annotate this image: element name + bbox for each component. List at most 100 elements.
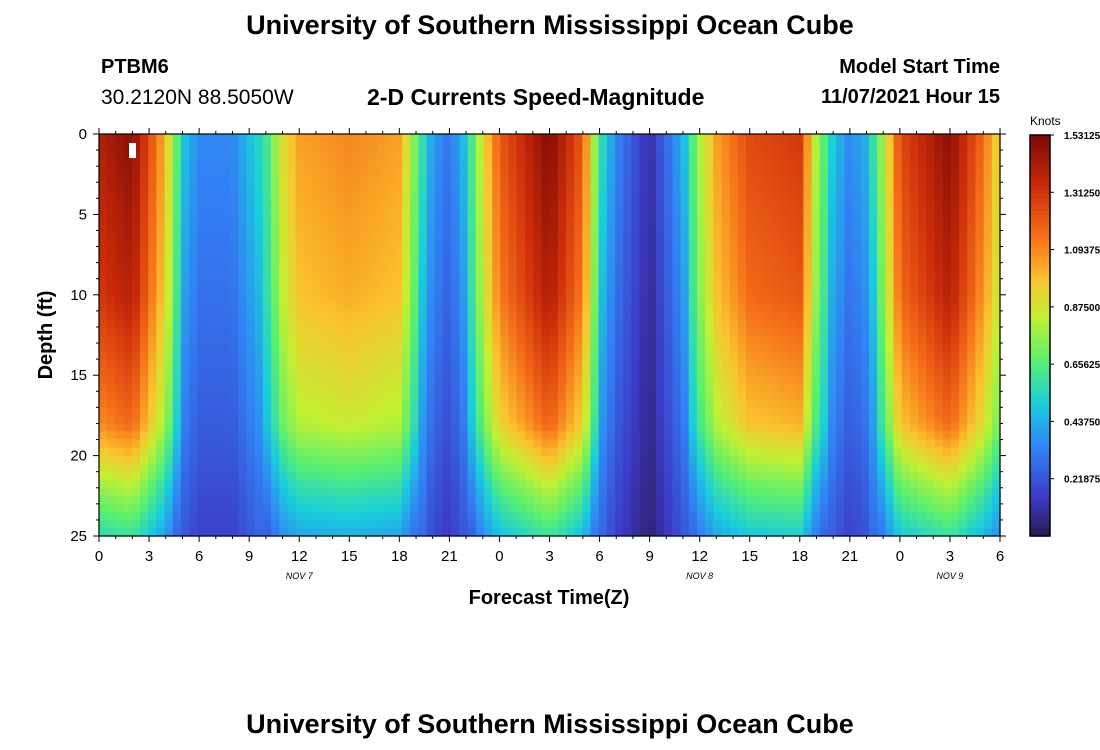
heatmap-cell xyxy=(762,142,772,151)
heatmap-cell xyxy=(860,278,870,288)
heatmap-cell xyxy=(811,230,821,240)
heatmap-cell xyxy=(647,182,657,191)
heatmap-cell xyxy=(516,407,526,416)
heatmap-cell xyxy=(574,318,583,328)
heatmap-cell xyxy=(672,190,682,199)
heatmap-cell xyxy=(893,286,903,296)
heatmap-cell xyxy=(541,206,551,215)
heatmap-cell xyxy=(680,415,690,425)
heatmap-cell xyxy=(598,142,608,151)
heatmap-cell xyxy=(115,286,125,296)
heatmap-cell xyxy=(492,182,501,191)
heatmap-cell xyxy=(156,351,166,360)
heatmap-cell xyxy=(303,351,313,360)
heatmap-cell xyxy=(795,359,805,368)
heatmap-cell xyxy=(508,423,518,433)
heatmap-cell xyxy=(508,302,518,312)
heatmap-cell xyxy=(967,455,977,465)
heatmap-cell xyxy=(385,335,395,344)
heatmap-cell xyxy=(385,399,395,408)
heatmap-cell xyxy=(279,278,288,288)
heatmap-cell xyxy=(803,423,813,433)
heatmap-cell xyxy=(254,495,264,505)
heatmap-cell xyxy=(827,278,837,288)
heatmap-cell xyxy=(967,270,977,280)
heatmap-cell xyxy=(787,214,796,224)
heatmap-cell xyxy=(647,158,657,167)
heatmap-cell xyxy=(385,254,395,264)
heatmap-cell xyxy=(549,407,559,416)
heatmap-cell xyxy=(795,190,805,199)
heatmap-cell xyxy=(189,158,198,167)
heatmap-cell xyxy=(180,134,190,143)
heatmap-cell xyxy=(705,190,714,199)
heatmap-cell xyxy=(959,447,968,457)
heatmap-cell xyxy=(541,246,551,256)
heatmap-cell xyxy=(737,230,747,240)
heatmap-cell xyxy=(746,447,755,457)
heatmap-cell xyxy=(238,198,248,207)
heatmap-cell xyxy=(475,142,485,151)
heatmap-cell xyxy=(762,246,772,256)
heatmap-cell xyxy=(991,302,1001,312)
heatmap-cell xyxy=(402,214,411,224)
heatmap-cell xyxy=(221,495,231,505)
heatmap-cell xyxy=(393,246,403,256)
heatmap-cell xyxy=(664,407,673,416)
heatmap-cell xyxy=(803,399,813,408)
heatmap-cell xyxy=(983,326,993,336)
heatmap-cell xyxy=(959,359,968,368)
heatmap-cell xyxy=(901,343,911,352)
heatmap-cell xyxy=(164,310,174,320)
heatmap-cell xyxy=(737,286,747,296)
heatmap-cell xyxy=(705,415,714,425)
heatmap-cell xyxy=(918,367,927,376)
heatmap-cell xyxy=(156,254,166,264)
heatmap-cell xyxy=(959,166,968,175)
heatmap-cell xyxy=(483,407,493,416)
heatmap-cell xyxy=(680,278,690,288)
heatmap-cell xyxy=(377,487,387,497)
heatmap-cell xyxy=(533,487,542,497)
heatmap-cell xyxy=(959,150,968,159)
heatmap-cell xyxy=(451,431,460,441)
heatmap-cell xyxy=(647,310,657,320)
heatmap-cell xyxy=(295,206,305,215)
heatmap-cell xyxy=(352,326,362,336)
heatmap-cell xyxy=(385,150,395,159)
heatmap-cell xyxy=(713,142,723,151)
heatmap-cell xyxy=(574,158,583,167)
heatmap-cell xyxy=(189,150,198,159)
heatmap-cell xyxy=(344,343,354,352)
heatmap-cell xyxy=(213,310,223,320)
heatmap-cell xyxy=(803,447,813,457)
heatmap-cell xyxy=(197,367,207,376)
heatmap-cell xyxy=(246,150,256,159)
heatmap-cell xyxy=(524,278,534,288)
heatmap-cell xyxy=(107,318,116,328)
heatmap-cell xyxy=(615,318,624,328)
heatmap-cell xyxy=(885,351,895,360)
heatmap-cell xyxy=(320,310,329,320)
heatmap-cell xyxy=(844,351,854,360)
heatmap-cell xyxy=(795,431,805,441)
heatmap-cell xyxy=(344,134,354,143)
heatmap-cell xyxy=(795,158,805,167)
heatmap-cell xyxy=(983,351,993,360)
heatmap-cell xyxy=(737,423,747,433)
heatmap-cell xyxy=(139,375,149,384)
heatmap-cell xyxy=(705,471,714,481)
heatmap-cell xyxy=(713,206,723,215)
heatmap-cell xyxy=(344,439,354,449)
heatmap-cell xyxy=(443,310,452,320)
heatmap-cell xyxy=(639,318,649,328)
heatmap-cell xyxy=(230,431,239,441)
heatmap-cell xyxy=(983,463,993,473)
heatmap-cell xyxy=(443,246,452,256)
heatmap-cell xyxy=(336,294,346,304)
heatmap-cell xyxy=(377,294,387,304)
heatmap-cell xyxy=(393,294,403,304)
heatmap-cell xyxy=(729,359,739,368)
heatmap-cell xyxy=(631,222,641,232)
heatmap-cell xyxy=(271,407,280,416)
